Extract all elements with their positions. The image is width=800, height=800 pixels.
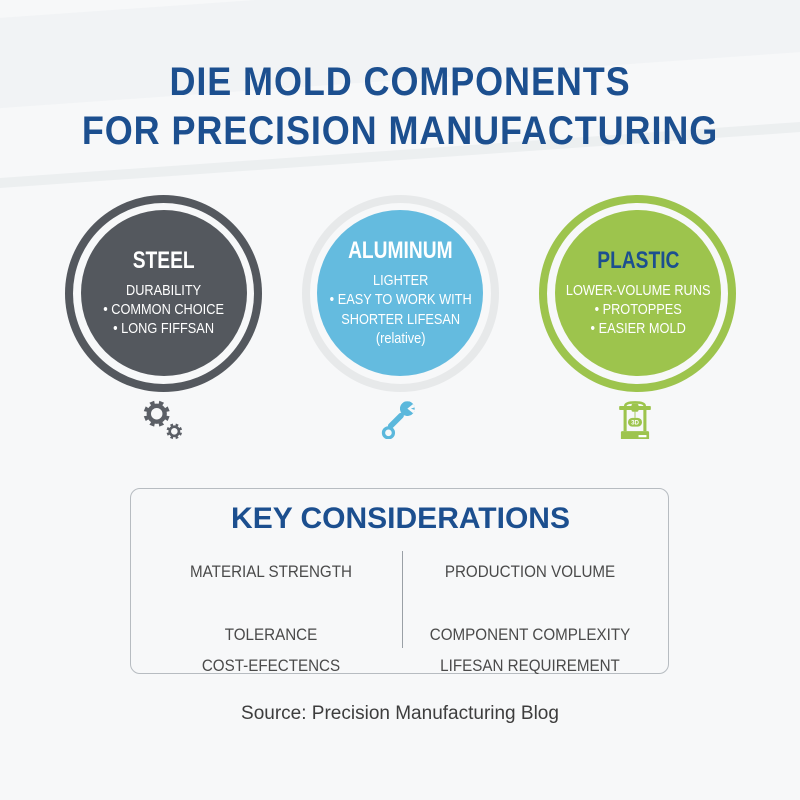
svg-text:3D: 3D [631, 419, 639, 426]
